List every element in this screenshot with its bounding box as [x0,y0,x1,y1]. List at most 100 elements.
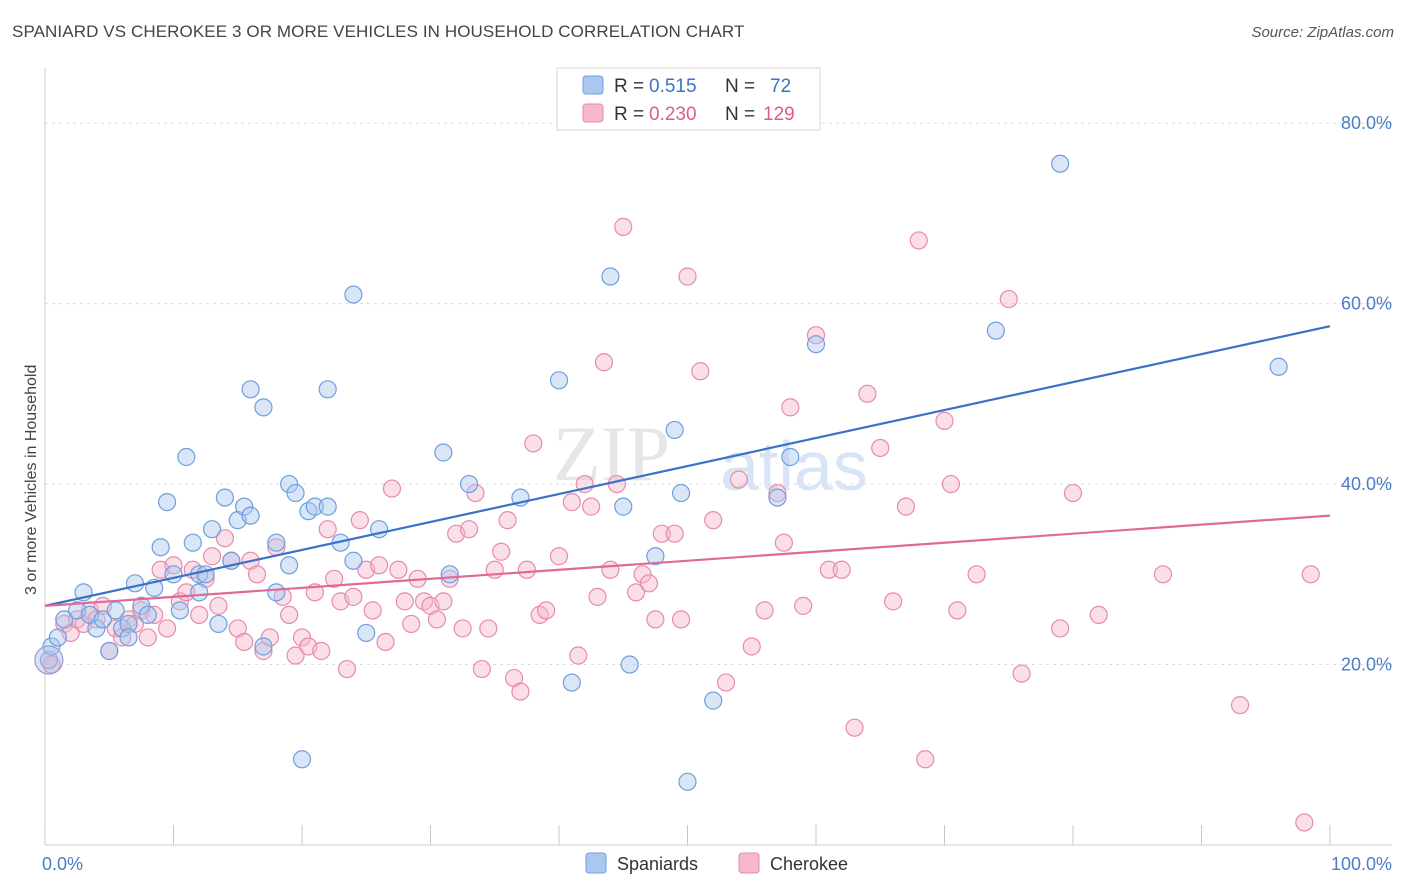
data-point [202,520,222,539]
data-point [742,637,761,656]
data-point [646,610,665,629]
data-point [106,601,125,620]
data-point [247,565,267,584]
y-tick-label: 40.0% [1341,474,1392,494]
data-point [562,673,581,692]
y-axis-title: 3 or more Vehicles in Household [23,365,40,595]
data-point [1301,565,1320,584]
data-point [241,506,260,525]
x-tick-label: 0.0% [42,854,83,874]
data-point [254,637,273,656]
legend-box: R = 0.515 N = 72 R = 0.230 N = 129 [556,67,821,131]
data-point [781,398,800,417]
series-spaniards [39,154,1288,791]
bottom-legend-swatch-cherokee [738,852,760,874]
legend-r-value: 0.230 [649,104,697,125]
data-point [280,605,299,625]
data-point [704,691,723,710]
series-cherokee [42,217,1320,832]
data-point [235,632,254,652]
data-point [434,443,453,462]
data-point [1269,357,1288,376]
chart-source: Source: ZipAtlas.com [1251,24,1394,41]
data-point [305,497,324,516]
legend-n-label: N = [725,104,755,125]
legend-n-label: N = [725,76,755,97]
data-point [601,267,620,286]
data-point [344,587,363,606]
data-point [755,601,774,620]
data-point [883,592,903,611]
data-point [768,483,787,503]
data-point [626,583,646,602]
data-point [614,497,633,516]
data-point [241,380,260,399]
data-point [646,547,665,566]
data-point [671,483,691,503]
trend-line-spaniards [44,325,1331,607]
data-point [967,565,986,584]
gridlines [45,122,1392,666]
data-point [286,483,305,503]
data-point [1089,605,1108,625]
data-point [1153,565,1173,584]
data-point [190,583,209,602]
data-point [549,547,569,566]
data-point [344,551,363,570]
data-point [665,420,684,440]
data-point [794,596,813,615]
data-point [1051,154,1070,173]
data-point [215,529,234,548]
bottom-legend-label-cherokee: Cherokee [770,854,848,874]
data-point [819,560,838,579]
data-point [871,438,890,458]
data-point [537,601,556,620]
data-point [267,533,286,552]
legend-swatch-spaniards [582,75,604,95]
data-point [806,335,826,354]
data-point [280,556,299,575]
data-point [292,750,312,769]
legend-n-value: 72 [770,76,791,97]
data-point [517,560,536,579]
data-points [34,154,1320,832]
data-point [678,772,697,791]
data-point [125,574,145,593]
data-point [382,479,402,498]
data-point [100,641,119,661]
data-point [119,628,138,647]
data-point [318,380,337,399]
tick-labels: 20.0% 40.0% 60.0% 80.0% 0.0% 100.0% [42,113,1392,874]
axes [44,68,1392,846]
data-point [569,646,588,665]
data-point [999,289,1018,309]
data-point [170,601,190,620]
data-point [1012,664,1031,683]
data-point [916,750,935,769]
data-point [190,605,209,625]
data-point [652,524,671,543]
legend-n-value: 129 [763,104,795,125]
data-point [858,384,877,403]
data-point [344,285,363,304]
data-point [280,474,299,494]
data-point [768,488,787,507]
data-point [582,497,601,516]
data-point [177,447,196,467]
data-point [260,628,279,647]
data-point [196,565,215,584]
data-point [202,547,222,566]
data-point [1063,483,1083,503]
data-point [492,542,511,561]
data-point [562,493,581,512]
data-point [459,520,479,539]
bottom-legend: Spaniards Cherokee [585,852,848,874]
data-point [896,497,916,516]
data-point [318,497,337,516]
data-point [633,565,652,584]
legend-row-cherokee: R = 0.230 N = 129 [582,103,795,125]
data-point [948,601,967,620]
data-point [607,474,626,494]
data-point [440,565,459,584]
